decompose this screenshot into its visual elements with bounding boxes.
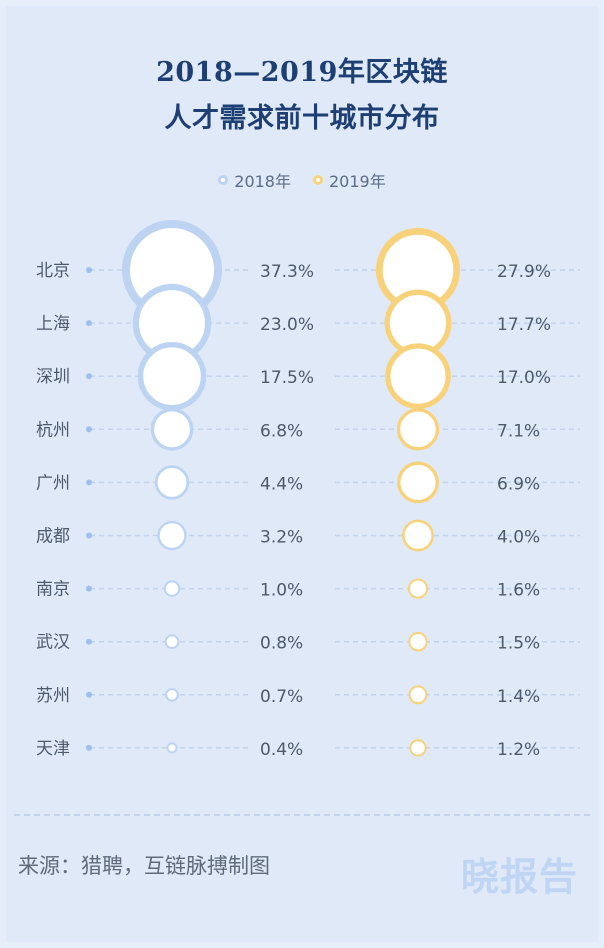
bubble-2019: [385, 343, 451, 409]
chart-title-line-1: 2018—2019年区块链: [156, 57, 448, 88]
value-label-2018: 1.0%: [260, 581, 303, 601]
category-dot: [86, 532, 92, 539]
chart-card: [6, 6, 598, 942]
category-dot: [86, 479, 92, 486]
category-dot: [86, 373, 92, 380]
legend-marker-2018: [218, 175, 229, 185]
category-label: 成都: [36, 527, 70, 547]
category-label: 广州: [36, 473, 70, 493]
value-label-2019: 27.9%: [497, 262, 551, 282]
bubble-2018: [157, 520, 187, 551]
category-dots: [86, 267, 92, 751]
category-label: 武汉: [36, 633, 70, 653]
source-note: 来源：猎聘，互链脉搏制图: [18, 854, 270, 878]
bubble-2019: [407, 578, 429, 599]
legend-item-2019: 2019年: [313, 168, 386, 192]
category-dot: [86, 426, 92, 433]
bubble-2018: [163, 580, 181, 597]
category-label: 苏州: [36, 686, 70, 706]
category-label: 天津: [36, 739, 70, 759]
category-dot: [86, 267, 92, 273]
bubble-2018: [165, 687, 179, 702]
value-label-2018: 6.8%: [260, 421, 303, 441]
bubble-2018: [137, 341, 207, 411]
value-label-2018: 3.2%: [260, 528, 303, 548]
bubble-2019: [409, 739, 427, 757]
bubble-2019: [402, 519, 434, 552]
category-dot: [86, 585, 92, 592]
bubble-2018: [164, 634, 180, 650]
chart-title-line-2: 人才需求前十城市分布: [164, 103, 440, 134]
legend-marker-2019: [313, 175, 323, 185]
value-label-2019: 1.5%: [497, 634, 540, 654]
value-label-2018: 17.5%: [260, 368, 314, 388]
legend-label-2018: 2018年: [234, 172, 291, 191]
chart-title: 2018—2019年区块链 人才需求前十城市分布: [0, 50, 604, 142]
brand-logo: 晓报告: [460, 855, 578, 899]
footer-divider: [14, 814, 590, 816]
category-label: 北京: [36, 261, 70, 281]
legend-label-2019: 2019年: [329, 172, 386, 191]
value-label-2018: 0.8%: [260, 634, 303, 654]
value-label-2019: 1.2%: [497, 740, 540, 760]
legend-item-2018: 2018年: [218, 168, 291, 192]
bubbles: [122, 220, 460, 757]
value-label-2019: 4.0%: [497, 528, 540, 548]
bubble-2018: [154, 465, 190, 500]
value-label-2018: 0.4%: [260, 740, 303, 760]
category-label: 杭州: [36, 420, 70, 440]
value-label-2018: 0.7%: [260, 687, 303, 707]
value-label-2018: 37.3%: [260, 262, 314, 282]
value-label-2019: 6.9%: [497, 474, 540, 494]
category-dot: [86, 638, 92, 645]
value-label-2019: 1.4%: [497, 687, 540, 707]
category-label: 深圳: [36, 367, 70, 387]
value-label-2019: 17.7%: [497, 315, 551, 335]
value-label-2019: 1.6%: [497, 581, 540, 601]
guide-lines: [90, 269, 580, 749]
legend: 2018年 2019年: [0, 168, 604, 192]
category-dot: [86, 320, 92, 327]
category-label: 南京: [36, 580, 70, 600]
value-label-2018: 23.0%: [260, 315, 314, 335]
bubble-2019: [408, 685, 428, 705]
bubble-2019: [397, 461, 439, 504]
category-label: 上海: [36, 314, 70, 334]
bubble-2018: [166, 742, 178, 754]
value-label-2019: 17.0%: [497, 368, 551, 388]
bubble-2019: [396, 408, 440, 451]
category-dot: [86, 691, 92, 698]
value-label-2019: 7.1%: [497, 421, 540, 441]
category-dot: [86, 744, 92, 751]
bubble-2018: [150, 407, 194, 451]
value-label-2018: 4.4%: [260, 474, 303, 494]
bubble-2019: [408, 631, 428, 652]
